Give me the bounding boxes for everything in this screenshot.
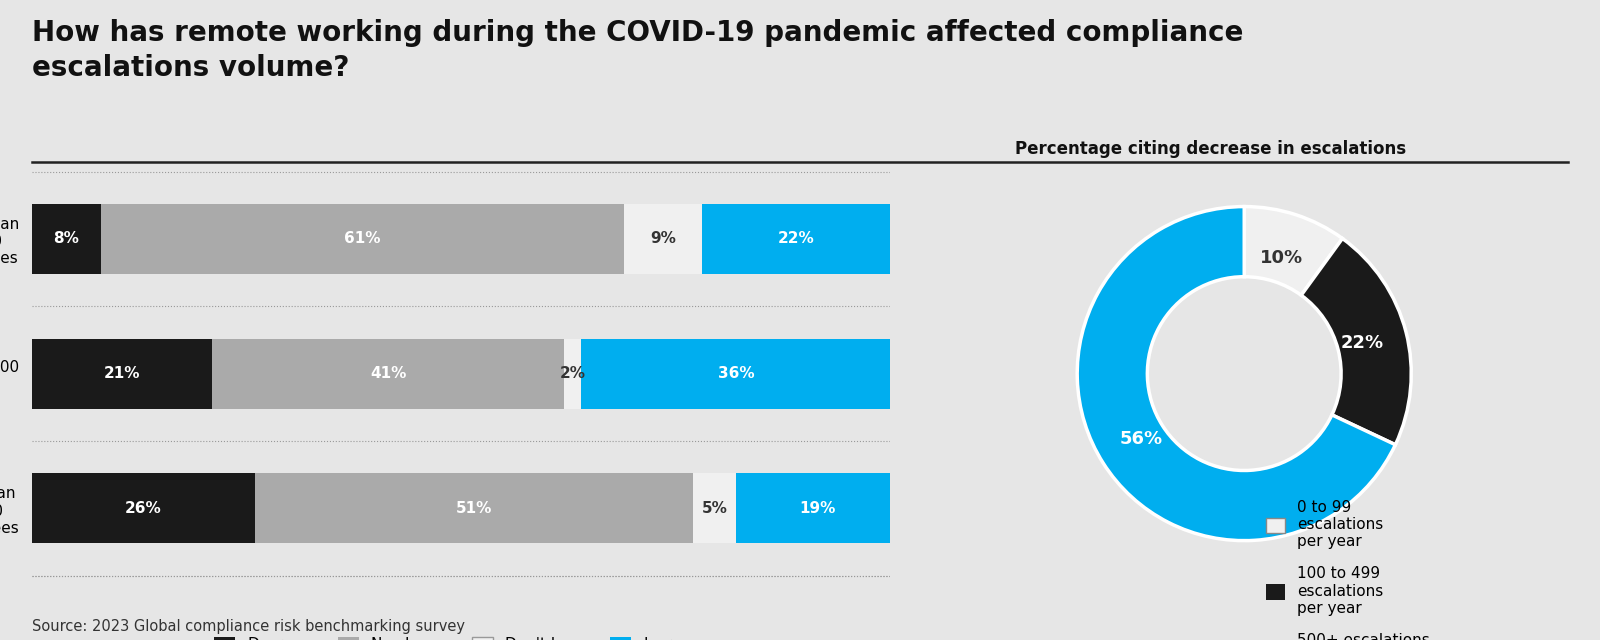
Text: 19%: 19% bbox=[800, 501, 835, 516]
Text: 22%: 22% bbox=[778, 232, 814, 246]
Text: Percentage citing decrease in escalations: Percentage citing decrease in escalation… bbox=[1014, 140, 1406, 157]
Bar bbox=[624, 204, 701, 274]
Text: 9%: 9% bbox=[650, 232, 675, 246]
Wedge shape bbox=[1245, 207, 1342, 295]
Legend: Decrease, No change, Don't know, Increase: Decrease, No change, Don't know, Increas… bbox=[208, 630, 715, 640]
Bar bbox=[693, 474, 736, 543]
Text: Source: 2023 Global compliance risk benchmarking survey: Source: 2023 Global compliance risk benc… bbox=[32, 619, 466, 634]
Text: 22%: 22% bbox=[1341, 334, 1384, 352]
Bar bbox=[101, 204, 624, 274]
Text: How has remote working during the COVID-19 pandemic affected compliance
escalati: How has remote working during the COVID-… bbox=[32, 19, 1243, 82]
Wedge shape bbox=[1077, 207, 1395, 541]
Wedge shape bbox=[1301, 239, 1411, 445]
Text: 51%: 51% bbox=[456, 501, 493, 516]
Bar bbox=[32, 474, 254, 543]
Text: 2%: 2% bbox=[560, 366, 586, 381]
Bar bbox=[565, 339, 581, 408]
Bar bbox=[32, 204, 101, 274]
Text: 26%: 26% bbox=[125, 501, 162, 516]
Text: 36%: 36% bbox=[717, 366, 754, 381]
Text: 5%: 5% bbox=[701, 501, 728, 516]
Text: 10%: 10% bbox=[1261, 248, 1304, 267]
Legend: 0 to 99
escalations
per year, 100 to 499
escalations
per year, 500+ escalations
: 0 to 99 escalations per year, 100 to 499… bbox=[1261, 493, 1435, 640]
Text: 61%: 61% bbox=[344, 232, 381, 246]
Bar bbox=[254, 474, 693, 543]
Bar bbox=[32, 339, 213, 408]
Bar bbox=[736, 474, 899, 543]
Text: 8%: 8% bbox=[53, 232, 80, 246]
Bar bbox=[581, 339, 890, 408]
Text: 41%: 41% bbox=[370, 366, 406, 381]
Text: 56%: 56% bbox=[1120, 430, 1163, 448]
Bar bbox=[213, 339, 565, 408]
Text: 21%: 21% bbox=[104, 366, 141, 381]
Bar bbox=[701, 204, 890, 274]
